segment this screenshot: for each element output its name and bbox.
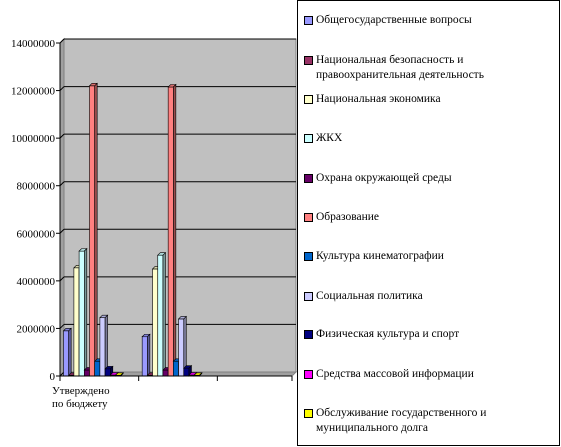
- bar-chart: 0 2000000 4000000 6000000 8000000 10000000 120…: [11, 37, 297, 410]
- bar-front: [141, 336, 148, 377]
- gridline-diagonal: [59, 133, 65, 139]
- gridline-diagonal: [59, 324, 65, 329]
- legend-swatch: [304, 174, 313, 183]
- x-tick-label: Утверждено: [52, 385, 110, 397]
- bar: [99, 314, 109, 377]
- y-tick-label: 6000000: [17, 228, 56, 240]
- legend-item: Национальная экономика: [304, 92, 556, 107]
- bar-side: [84, 247, 88, 377]
- bar-front: [94, 360, 101, 377]
- legend-item: Культура кинематографии: [304, 249, 556, 264]
- legend-label: Национальная безопасность и правоохранит…: [316, 54, 484, 81]
- bar: [167, 83, 177, 377]
- bar-side: [173, 83, 177, 377]
- legend-swatch: [304, 370, 313, 379]
- axes: [59, 43, 292, 377]
- y-tick-label: 12000000: [11, 86, 56, 98]
- legend-label: Культура кинематографии: [316, 250, 444, 262]
- legend-swatch: [304, 16, 313, 25]
- gridline-diagonal: [59, 86, 65, 91]
- bar: [157, 251, 167, 377]
- bar-side: [162, 251, 166, 377]
- bar: [88, 82, 98, 377]
- bar-front: [104, 368, 111, 377]
- y-tick-label: 4000000: [17, 276, 56, 288]
- bar: [78, 247, 88, 377]
- legend-item: Национальная безопасность и правоохранит…: [304, 53, 556, 83]
- bar: [183, 364, 193, 377]
- legend-swatch: [304, 56, 313, 65]
- legend-swatch: [304, 95, 313, 104]
- gridline-diagonal: [59, 228, 65, 234]
- bar-front: [78, 250, 85, 377]
- bar: [141, 333, 151, 377]
- legend-item: Средства массовой информации: [304, 367, 556, 382]
- bar-side: [68, 327, 72, 377]
- x-tick-label: по бюджету: [52, 398, 108, 410]
- bar-front: [162, 369, 169, 377]
- gridline-diagonal: [59, 181, 65, 187]
- bar-front: [183, 367, 190, 377]
- bar-front: [89, 85, 95, 377]
- bar-front: [73, 267, 80, 377]
- bar-front: [152, 268, 159, 377]
- legend-label: Охрана окружающей среды: [316, 172, 452, 184]
- legend-swatch: [304, 134, 313, 143]
- bar: [62, 327, 72, 377]
- bar-side: [147, 333, 151, 377]
- gridline-diagonal: [59, 38, 65, 44]
- y-tick-label: 0: [50, 371, 56, 383]
- legend-item: Социальная политика: [304, 289, 556, 304]
- legend-item: ЖКХ: [304, 131, 556, 146]
- y-tick-label: 8000000: [17, 181, 56, 193]
- legend-label: Образование: [316, 211, 380, 223]
- bar-front: [167, 86, 174, 377]
- legend-item: Общегосударственные вопросы: [304, 13, 556, 28]
- bar-side: [94, 82, 98, 377]
- bar-front: [173, 360, 179, 377]
- y-axis-ticks: 0 2000000 4000000 6000000 8000000 10000000 120…: [11, 38, 60, 383]
- y-tick-label: 10000000: [11, 133, 56, 145]
- y-tick-label: 14000000: [11, 38, 56, 50]
- legend-label: Социальная политика: [316, 290, 423, 302]
- legend-item: Охрана окружающей среды: [304, 171, 556, 186]
- legend-label: Общегосударственные вопросы: [316, 14, 472, 26]
- legend-swatch: [304, 252, 313, 261]
- legend-swatch: [304, 409, 313, 418]
- legend-label: Национальная экономика: [316, 93, 441, 105]
- legend-label: ЖКХ: [316, 132, 343, 144]
- bar-front: [178, 318, 185, 377]
- legend-item: Образование: [304, 210, 556, 225]
- legend-item: Физическая культура и спорт: [304, 327, 556, 342]
- legend-swatch: [304, 213, 313, 222]
- legend: Общегосударственные вопросы Национальная …: [297, 0, 560, 446]
- gridline-diagonal: [59, 276, 65, 282]
- legend-swatch: [304, 330, 313, 339]
- legend-swatch: [304, 292, 313, 301]
- bar-front: [84, 369, 90, 377]
- bar-front: [157, 254, 164, 377]
- bar-front: [99, 317, 106, 377]
- legend-label: Физическая культура и спорт: [316, 328, 460, 340]
- legend-label: Обслуживание государственного и муниципа…: [316, 407, 487, 434]
- legend-item: Обслуживание государственного и муниципа…: [304, 406, 556, 436]
- y-tick-label: 2000000: [17, 323, 56, 335]
- legend-label: Средства массовой информации: [316, 368, 474, 380]
- bar-front: [63, 330, 69, 377]
